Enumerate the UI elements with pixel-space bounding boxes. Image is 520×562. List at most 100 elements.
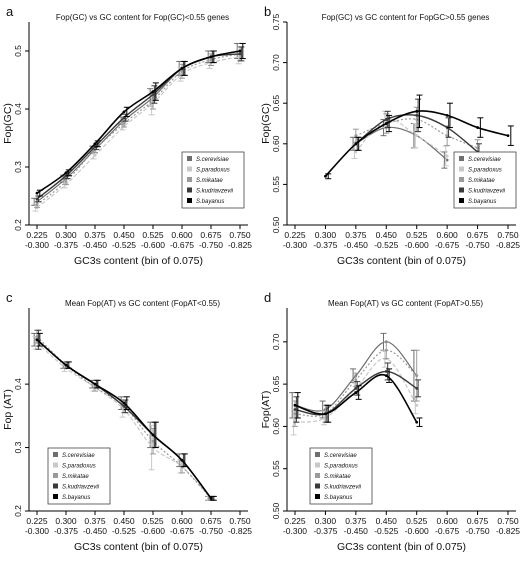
data-point [151,439,155,443]
data-point [64,363,68,367]
y-axis-label: Fop (AT) [2,389,14,430]
data-point [506,134,510,138]
x-tick-label-bottom: -0.600 [405,240,429,250]
x-tick-label-bottom: -0.825 [496,526,520,536]
data-point [209,58,213,62]
x-tick-label-top: 0.375 [345,516,367,526]
panel-letter: d [264,290,271,305]
legend-box [309,447,373,505]
x-axis-label: GC3s content (bin of 0.075) [74,541,203,553]
x-tick-label-top: 0.750 [497,516,519,526]
legend-label: S.mikatae [62,474,89,480]
y-tick-label: 0.70 [271,54,281,71]
legend-swatch [459,156,464,161]
x-tick-label-top: 0.525 [406,230,428,240]
legend-label: S.paradoxus [468,168,502,174]
x-tick-label-bottom: -0.825 [496,240,520,250]
data-point [151,433,155,437]
x-tick-label-bottom: -0.600 [141,240,165,250]
legend-swatch [53,473,58,478]
data-point [354,142,358,146]
data-point [209,496,213,500]
x-axis-label: GC3s content (bin of 0.075) [337,541,466,553]
x-tick-label-top: 0.300 [55,230,77,240]
y-tick-label: 0.50 [271,502,281,519]
chart-title: Fop(GC) vs GC content for Fop(GC)<0.55 g… [56,13,229,22]
legend-box [47,447,111,505]
x-tick-label-top: 0.600 [437,516,459,526]
legend-swatch [459,187,464,193]
chart-title: Mean Fop(AT) vs GC content (FopAT>0.55) [328,299,483,308]
legend-swatch [315,494,320,499]
y-axis-label: Fop(AT) [260,391,272,429]
data-point [445,113,449,117]
legend-label: S.bayanus [196,199,224,205]
x-tick-label-bottom: -0.525 [112,526,136,536]
y-tick-label: 0.3 [13,161,23,173]
data-point [209,55,213,59]
legend-label: S.bayanus [62,495,90,501]
data-point [238,52,242,56]
data-point [122,110,126,114]
x-tick-label-bottom: -0.375 [313,240,337,250]
y-tick-label: 0.60 [271,135,281,152]
data-point [122,404,126,408]
y-tick-label: 0.2 [13,219,23,231]
x-tick-label-bottom: -0.675 [170,240,194,250]
data-point [151,93,155,96]
x-tick-label-top: 0.525 [142,230,164,240]
x-tick-label-top: 0.750 [229,230,251,240]
x-tick-label-top: 0.225 [284,516,306,526]
x-tick-label-bottom: -0.525 [374,526,398,536]
legend-label: S.mikatae [196,178,223,184]
data-point [93,382,97,386]
x-tick-label-top: 0.225 [26,516,48,526]
data-point [415,134,419,138]
x-tick-label-bottom: -0.375 [54,240,78,250]
data-point [180,67,184,70]
y-tick-label: 0.55 [271,176,281,193]
data-point [93,142,97,146]
x-tick-label-bottom: -0.600 [405,526,429,536]
series-line [355,118,448,157]
data-point [415,374,419,378]
data-point [122,122,126,125]
data-point [384,348,388,352]
data-point [445,134,449,138]
data-point [384,118,388,121]
panel-letter: c [6,290,13,305]
x-tick-label-bottom: -0.600 [141,526,165,536]
x-axis-label: GC3s content (bin of 0.075) [337,255,466,267]
legend-swatch [53,462,58,468]
y-tick-label: 0.4 [13,378,23,390]
x-tick-label-bottom: -0.825 [228,240,252,250]
y-axis-label: Fop(GC) [260,103,272,144]
x-tick-label-bottom: -0.300 [25,240,49,250]
panel-letter: b [264,4,271,19]
data-point [93,154,97,157]
data-point [180,458,184,462]
x-tick-label-top: 0.450 [376,516,398,526]
x-tick-label-bottom: -0.525 [112,240,136,250]
legend-swatch [315,462,320,468]
chart-title: Fop(GC) vs GC content for FopGC>0.55 gen… [322,13,490,22]
x-tick-label-top: 0.300 [315,516,337,526]
y-tick-label: 0.75 [271,13,281,30]
legend-swatch [459,166,464,172]
x-tick-label-top: 0.600 [171,230,193,240]
y-tick-label: 0.70 [271,333,281,350]
legend-label: S.bayanus [324,495,352,501]
legend-label: S.cerevisiae [324,453,357,459]
x-tick-label-top: 0.675 [200,230,222,240]
x-tick-label-top: 0.450 [113,516,135,526]
legend-label: S.mikatae [324,474,351,480]
x-tick-label-top: 0.225 [284,230,306,240]
legend-swatch [459,177,464,182]
y-tick-label: 0.65 [271,95,281,112]
panel-d: d Mean Fop(AT) vs GC content (FopAT>0.55)… [260,290,520,553]
x-tick-label-top: 0.450 [376,230,398,240]
x-tick-label-top: 0.750 [229,516,251,526]
x-tick-label-bottom: -0.450 [83,526,107,536]
panel-letter: a [6,4,14,19]
